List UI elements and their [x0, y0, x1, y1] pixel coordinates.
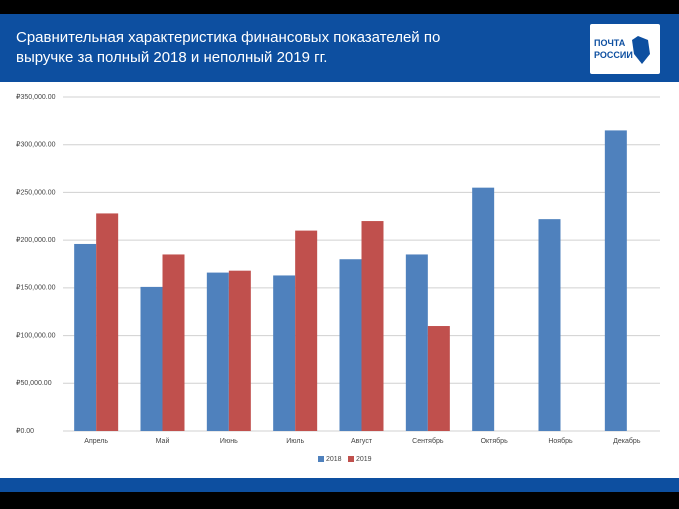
y-tick-label: ₽150,000.00 — [16, 284, 56, 292]
logo-emblem — [632, 36, 650, 64]
x-tick-label: Октябрь — [481, 437, 508, 445]
legend-swatch — [318, 456, 324, 462]
legend-swatch — [348, 456, 354, 462]
y-tick-label: ₽50,000.00 — [16, 379, 52, 387]
footer-bar — [0, 478, 679, 492]
x-tick-label: Ноябрь — [548, 437, 573, 445]
y-tick-label: ₽0.00 — [16, 427, 34, 435]
bar — [273, 275, 296, 431]
y-tick-label: ₽250,000.00 — [16, 188, 56, 196]
bar — [206, 272, 229, 431]
bar — [405, 254, 428, 431]
bar — [472, 187, 495, 431]
bar — [538, 219, 561, 431]
slide: Сравнительная характеристика финансовых … — [0, 14, 679, 492]
x-tick-label: Август — [351, 438, 373, 445]
legend-label: 2019 — [356, 456, 372, 463]
bar — [140, 286, 163, 431]
slide-title: Сравнительная характеристика финансовых … — [16, 29, 441, 66]
bar — [228, 270, 251, 431]
y-tick-label: ₽350,000.00 — [16, 93, 56, 101]
bar — [339, 259, 362, 431]
y-tick-label: ₽200,000.00 — [16, 236, 56, 244]
y-tick-label: ₽300,000.00 — [16, 141, 56, 149]
logo: ПОЧТА РОССИИ — [590, 24, 660, 74]
x-tick-label: Июнь — [220, 438, 238, 445]
x-tick-label: Июль — [286, 438, 304, 445]
x-tick-label: Декабрь — [613, 437, 641, 445]
logo-text: РОССИИ — [594, 50, 633, 60]
bar — [162, 254, 185, 431]
bar — [361, 221, 384, 431]
bar — [295, 230, 318, 431]
header: Сравнительная характеристика финансовых … — [0, 14, 679, 82]
legend-label: 2018 — [326, 456, 342, 463]
bar — [96, 213, 119, 431]
x-tick-label: Май — [156, 437, 170, 445]
chart: ₽0.00 ₽50,000.00 ₽100,000.00 ₽150,000.00 ₽20… — [16, 93, 660, 463]
bar — [427, 326, 450, 431]
bar — [604, 130, 627, 431]
bar — [74, 243, 97, 431]
logo-text: ПОЧТА — [594, 38, 626, 48]
y-tick-label: ₽100,000.00 — [16, 331, 56, 339]
x-tick-label: Апрель — [84, 438, 108, 445]
x-tick-label: Сентябрь — [412, 437, 444, 445]
